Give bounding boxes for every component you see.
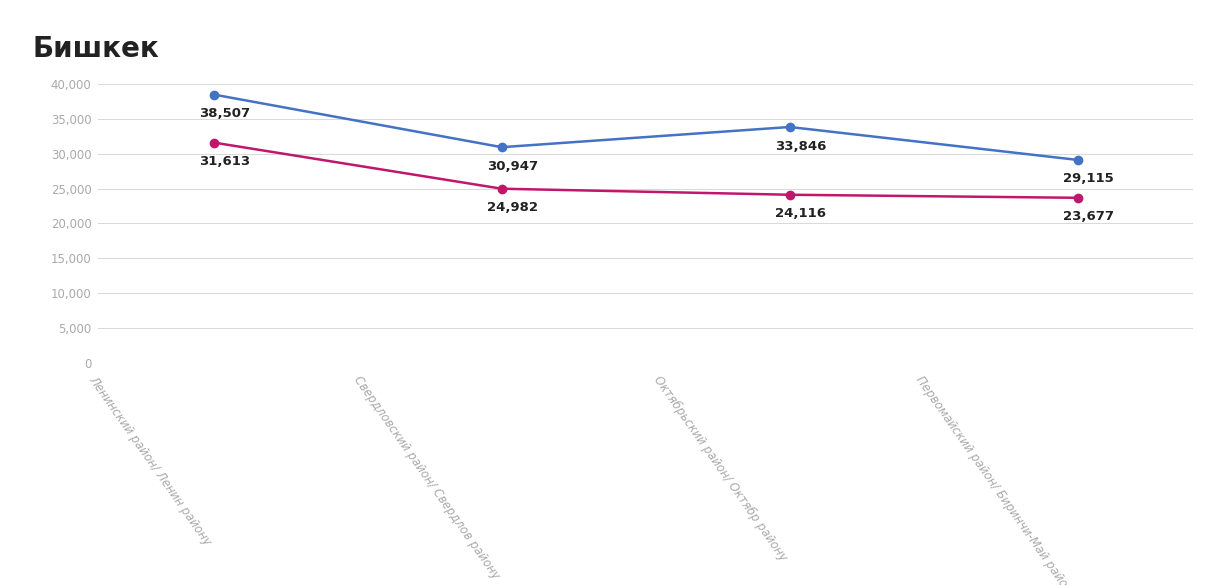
Text: 29,115: 29,115	[1064, 173, 1114, 185]
Text: 30,947: 30,947	[487, 160, 539, 173]
Text: Бишкек: Бишкек	[33, 35, 160, 63]
Text: 31,613: 31,613	[199, 155, 251, 168]
Text: 24,982: 24,982	[487, 201, 539, 214]
Text: 23,677: 23,677	[1064, 211, 1114, 223]
Text: 33,846: 33,846	[775, 140, 827, 153]
Text: 24,116: 24,116	[775, 207, 827, 221]
Text: 38,507: 38,507	[199, 107, 251, 120]
